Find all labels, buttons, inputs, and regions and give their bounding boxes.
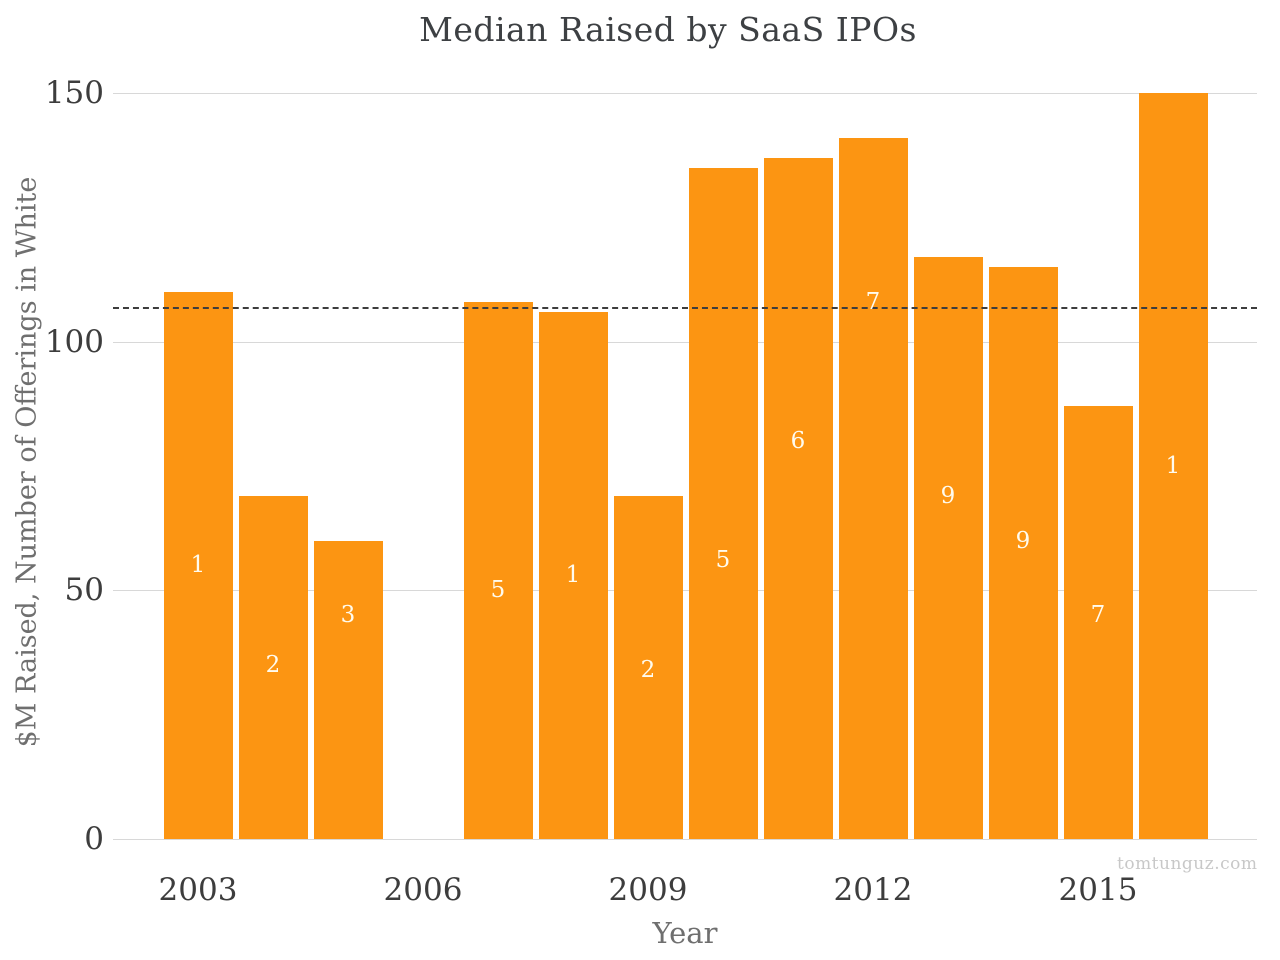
- watermark: tomtunguz.com: [1117, 854, 1258, 874]
- bar-count-label-2010: 5: [715, 547, 731, 574]
- x-tick-label-2003: 2003: [158, 872, 238, 908]
- bar-count-label-2007: 5: [490, 577, 506, 604]
- bar-count-label-2012: 7: [865, 288, 881, 315]
- dashed-reference-line: [113, 306, 1257, 309]
- y-tick-label-50: 50: [64, 572, 104, 609]
- bar-2009: [613, 495, 683, 839]
- gridline-y-0: [113, 839, 1257, 840]
- bar-count-label-2011: 6: [790, 428, 806, 455]
- y-axis-title: $M Raised, Number of Offerings in White: [11, 176, 43, 748]
- y-tick-label-100: 100: [44, 323, 104, 360]
- bar-count-label-2013: 9: [940, 482, 956, 509]
- y-tick-label-150: 150: [44, 75, 104, 111]
- bar-count-label-2014: 9: [1015, 527, 1031, 554]
- bar-count-label-2005: 3: [340, 602, 356, 629]
- x-tick-label-2012: 2012: [833, 872, 913, 908]
- bar-2014: [988, 267, 1058, 839]
- y-tick-label-0: 0: [84, 821, 104, 857]
- bar-2012: [838, 137, 908, 839]
- bar-count-label-2004: 2: [265, 651, 281, 678]
- bar-2003: [163, 291, 233, 839]
- bar-2013: [913, 257, 983, 839]
- chart-title: Median Raised by SaaS IPOs: [419, 10, 917, 49]
- bar-2011: [763, 157, 833, 839]
- bar-2005: [313, 540, 383, 839]
- bar-2004: [238, 495, 308, 839]
- bar-count-label-2009: 2: [640, 656, 656, 683]
- x-tick-label-2015: 2015: [1058, 872, 1138, 908]
- bar-count-label-2015: 7: [1090, 602, 1106, 629]
- bar-count-label-2003: 1: [190, 552, 206, 579]
- gridline-y-50: [113, 590, 1257, 592]
- bar-2007: [463, 301, 533, 839]
- gridline-y-100: [113, 341, 1257, 343]
- bar-2008: [538, 311, 608, 839]
- x-axis-title: Year: [652, 916, 718, 950]
- bar-2016: [1138, 93, 1208, 839]
- x-tick-label-2006: 2006: [383, 872, 463, 908]
- bar-2010: [688, 167, 758, 839]
- bar-count-label-2016: 1: [1165, 453, 1181, 479]
- plot-area: 1 2 3 5 1 2 5 6 7 9 9 7 1: [113, 93, 1257, 840]
- bar-count-label-2008: 1: [565, 562, 581, 589]
- bar-2015: [1063, 406, 1133, 839]
- x-tick-label-2009: 2009: [608, 872, 688, 908]
- gridline-y-150: [113, 93, 1257, 94]
